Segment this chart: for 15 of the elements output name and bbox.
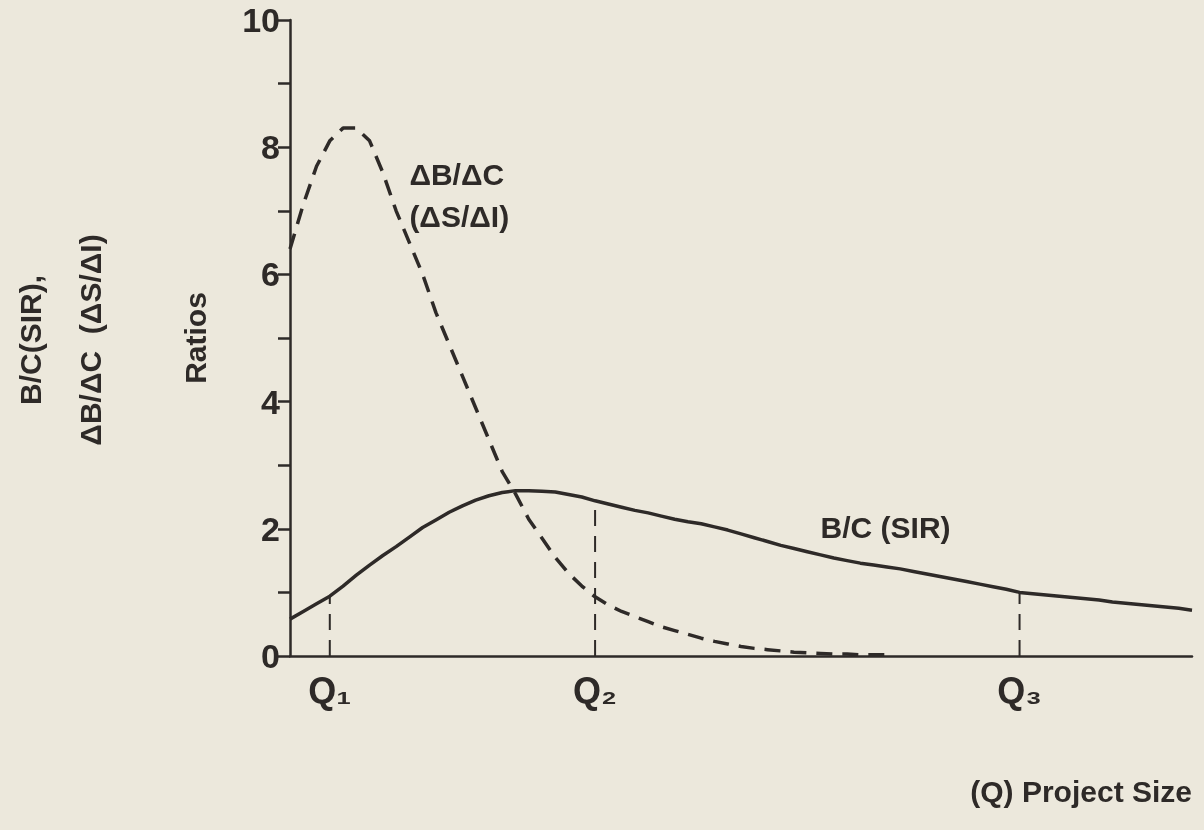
- y-axis-title: Ratios: [178, 292, 212, 384]
- y-tick-label: 4: [261, 382, 281, 421]
- x-tick-label: Q₁: [308, 669, 352, 711]
- text: B/C(SIR),: [13, 275, 47, 405]
- x-tick-label: Q₃: [997, 669, 1042, 711]
- y-tick-label: 0: [261, 637, 280, 675]
- series-label: ΔB/ΔC (ΔS/ΔI): [409, 158, 513, 234]
- y-tick-label: 6: [261, 255, 280, 294]
- x-axis-title: (Q) Project Size: [970, 774, 1192, 808]
- y-tick-label: 2: [261, 509, 280, 548]
- x-tick-label: Q₂: [573, 669, 618, 711]
- y-tick-label: 10: [242, 1, 280, 39]
- text: ΔB/ΔC (ΔS/ΔI): [73, 234, 107, 446]
- series-label: B/C (SIR): [820, 511, 951, 545]
- y-tick-label: 8: [261, 128, 280, 167]
